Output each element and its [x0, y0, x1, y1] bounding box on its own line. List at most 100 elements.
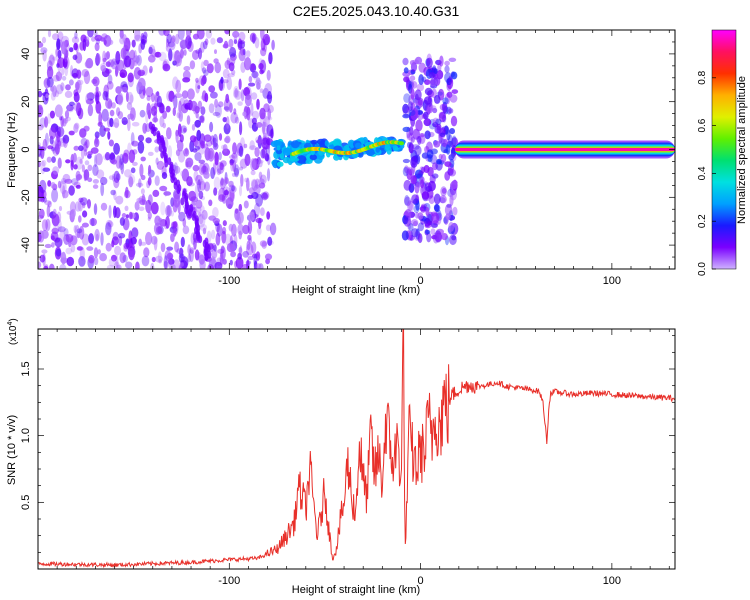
heatmap-cell: [175, 33, 180, 45]
heatmap-cell: [399, 141, 404, 146]
heatmap-cell: [172, 76, 179, 90]
heatmap-cell: [204, 181, 210, 192]
heatmap-cell: [68, 185, 75, 196]
snr-line-area: [38, 329, 675, 569]
heatmap-cell: [86, 92, 95, 101]
heatmap-cell: [195, 174, 203, 186]
heatmap-cell: [150, 235, 158, 245]
heatmap-cell: [222, 144, 228, 153]
heatmap-cell: [433, 193, 441, 205]
heatmap-cell: [423, 118, 432, 127]
heatmap-cell: [43, 265, 49, 269]
heatmap-cell: [55, 84, 64, 95]
heatmap-cell: [180, 39, 187, 50]
heatmap-cell: [417, 99, 423, 106]
heatmap-cell: [296, 155, 307, 164]
heatmap-cell: [99, 125, 106, 137]
heatmap-cell: [151, 48, 157, 58]
heatmap-cell: [180, 170, 184, 177]
heatmap-cell: [229, 159, 235, 164]
heatmap-cell: [87, 199, 91, 209]
heatmap-cell: [178, 100, 182, 113]
colorbar-label: Normalized spectral amplitude: [736, 76, 748, 224]
heatmap-cell: [114, 207, 121, 219]
heatmap-cell: [128, 211, 133, 220]
heatmap-cell: [402, 113, 410, 119]
heatmap-cell: [261, 192, 269, 201]
heatmap-cell: [78, 215, 82, 223]
heatmap-cell: [172, 51, 180, 65]
heatmap-cell: [264, 253, 273, 261]
heatmap-cell: [66, 104, 71, 111]
heatmap-cell: [45, 93, 49, 99]
heatmap-cell: [140, 174, 146, 181]
heatmap-cell: [423, 111, 429, 120]
heatmap-cell: [117, 92, 124, 106]
snr-x-axis-label: Height of straight line (km): [292, 584, 420, 596]
heatmap-cell: [56, 38, 61, 51]
heatmap-cell: [417, 222, 425, 232]
heatmap-cell: [198, 235, 203, 244]
heatmap-cell: [128, 176, 134, 188]
heatmap-cell: [57, 49, 62, 59]
heatmap-cell: [163, 191, 172, 196]
heatmap-cell: [260, 148, 266, 159]
heatmap-cell: [148, 54, 156, 63]
heatmap-cell: [52, 208, 57, 216]
heatmap-cell: [170, 233, 175, 243]
heatmap-cell: [65, 84, 71, 91]
heatmap-cell: [134, 30, 141, 41]
heatmap-cell: [112, 122, 120, 128]
heatmap-cell: [84, 160, 90, 166]
heatmap-cell: [440, 138, 448, 147]
heatmap-cell: [83, 149, 88, 157]
heatmap-cell: [171, 35, 176, 43]
heatmap-cell: [48, 54, 55, 66]
heatmap-cell: [260, 30, 265, 40]
heatmap-cell: [63, 117, 69, 124]
heatmap-cell: [152, 128, 157, 137]
heatmap-cell: [106, 264, 115, 269]
heatmap-cell: [418, 62, 426, 73]
heatmap-cell: [73, 123, 79, 133]
heatmap-cell: [113, 170, 120, 183]
heatmap-cell: [332, 138, 342, 148]
heatmap-cell: [88, 233, 94, 245]
heatmap-cell: [180, 236, 185, 248]
heatmap-cell: [93, 247, 99, 259]
heatmap-cell: [102, 90, 108, 101]
heatmap-cell: [113, 261, 120, 269]
heatmap-cell: [239, 166, 244, 171]
heatmap-cell: [414, 89, 422, 101]
heatmap-cell: [167, 145, 173, 160]
heatmap-cell: [187, 253, 192, 263]
heatmap-cell: [147, 211, 152, 220]
heatmap-cell: [444, 60, 450, 66]
heatmap-cell: [184, 206, 189, 215]
heatmap-cell: [433, 94, 441, 104]
heatmap-cell: [276, 145, 281, 151]
heatmap-cell: [120, 161, 125, 175]
heatmap-cell: [80, 137, 88, 146]
heatmap-cell: [127, 72, 134, 83]
heatmap-cell: [260, 207, 265, 217]
heatmap-cell: [212, 137, 217, 144]
heatmap-cell: [444, 161, 452, 168]
heatmap-cell: [402, 158, 410, 164]
heatmap-cell: [208, 199, 213, 207]
heatmap-cell: [244, 86, 252, 101]
heatmap-cell: [261, 241, 267, 249]
heatmap-cell: [411, 228, 419, 238]
heatmap-cell: [266, 168, 271, 182]
heatmap-cell: [166, 90, 173, 102]
heatmap-cell: [92, 164, 99, 176]
heatmap-cell: [63, 228, 69, 237]
heatmap-cell: [158, 251, 162, 262]
heatmap-cell: [86, 246, 94, 251]
heatmap-cell: [164, 189, 168, 197]
heatmap-cell: [156, 132, 161, 141]
heatmap-cell: [258, 159, 263, 168]
y-tick-label: 0: [20, 146, 32, 152]
heatmap-cell: [90, 217, 95, 227]
